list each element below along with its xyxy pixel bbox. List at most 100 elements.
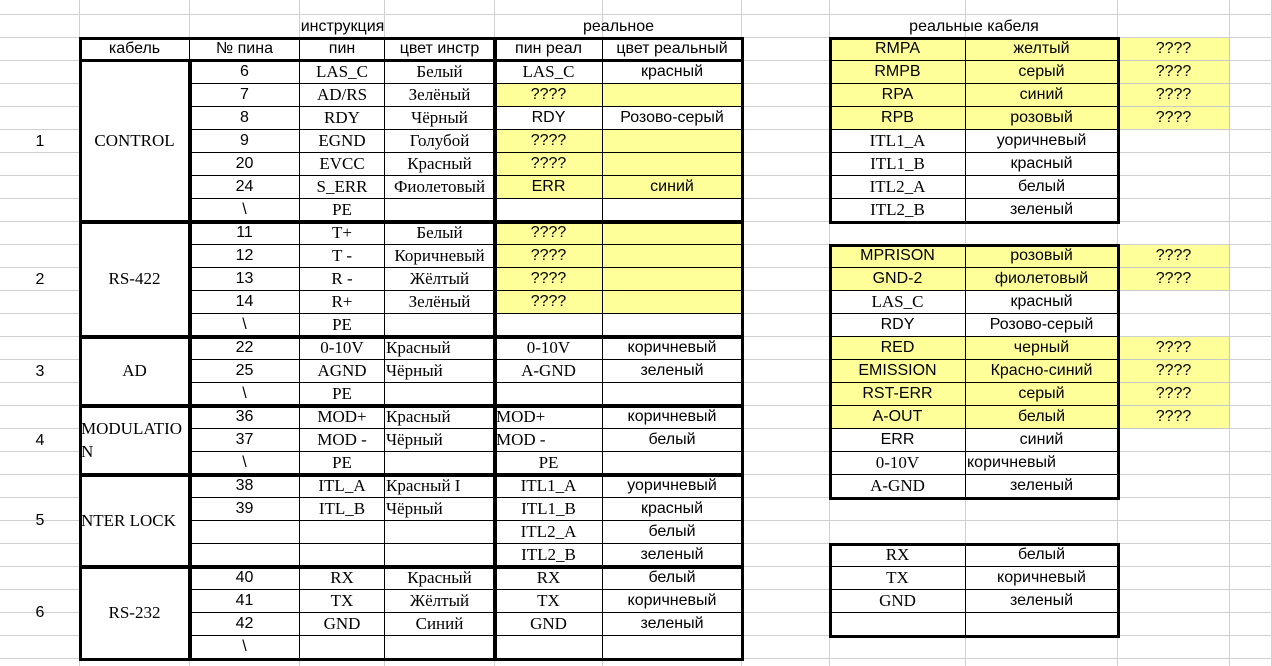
grid-cell[interactable] <box>742 383 830 406</box>
grid-cell[interactable] <box>0 38 80 61</box>
pin-number-cell[interactable]: 38 <box>190 475 300 498</box>
grid-cell[interactable] <box>1230 567 1272 590</box>
grid-cell[interactable] <box>742 337 830 360</box>
grid-cell[interactable] <box>742 15 830 38</box>
color-real-cell[interactable]: белый <box>603 521 742 544</box>
grid-cell[interactable] <box>1118 521 1230 544</box>
grid-cell[interactable] <box>742 314 830 337</box>
grid-cell[interactable] <box>830 498 966 521</box>
cable-pin-cell[interactable]: RX <box>830 544 966 567</box>
color-real-cell[interactable]: коричневый <box>603 590 742 613</box>
pin-number-cell[interactable]: 7 <box>190 84 300 107</box>
pin-real-cell[interactable]: A-GND <box>495 360 603 383</box>
grid-cell[interactable] <box>1118 199 1230 222</box>
pin-cell[interactable]: RX <box>300 567 385 590</box>
grid-cell[interactable] <box>1230 176 1272 199</box>
grid-cell[interactable] <box>830 222 966 245</box>
pin-real-cell[interactable]: RX <box>495 567 603 590</box>
grid-cell[interactable] <box>1118 475 1230 498</box>
grid-cell[interactable] <box>742 429 830 452</box>
grid-cell[interactable] <box>1230 130 1272 153</box>
grid-cell[interactable] <box>742 406 830 429</box>
cable-pin-cell[interactable]: RPA <box>830 84 966 107</box>
grid-cell[interactable] <box>1230 314 1272 337</box>
grid-cell[interactable] <box>1230 291 1272 314</box>
cable-pin-cell[interactable]: A-OUT <box>830 406 966 429</box>
grid-cell[interactable] <box>190 659 300 666</box>
color-instr-cell[interactable]: Зелёный <box>385 291 495 314</box>
cable-pin-cell[interactable]: GND-2 <box>830 268 966 291</box>
grid-cell[interactable] <box>1118 452 1230 475</box>
cable-unknown-cell[interactable]: ???? <box>1118 84 1230 107</box>
color-instr-cell[interactable]: Коричневый <box>385 245 495 268</box>
cable-pin-cell[interactable]: ITL1_B <box>830 153 966 176</box>
color-real-cell[interactable]: синий <box>603 176 742 199</box>
cable-name[interactable]: MODULATION <box>80 406 190 475</box>
pin-number-cell[interactable]: 39 <box>190 498 300 521</box>
pin-real-cell[interactable]: LAS_C <box>495 61 603 84</box>
grid-cell[interactable] <box>1118 222 1230 245</box>
grid-cell[interactable] <box>300 659 385 666</box>
grid-cell[interactable] <box>1118 15 1230 38</box>
pin-number-cell[interactable]: 20 <box>190 153 300 176</box>
cable-pin-cell[interactable]: ITL1_A <box>830 130 966 153</box>
grid-cell[interactable] <box>966 659 1118 666</box>
cable-pin-cell[interactable]: RPB <box>830 107 966 130</box>
pin-cell[interactable]: 0-10V <box>300 337 385 360</box>
grid-cell[interactable] <box>966 498 1118 521</box>
cable-color-cell[interactable]: зеленый <box>966 590 1118 613</box>
grid-cell[interactable] <box>385 659 495 666</box>
color-instr-cell[interactable]: Чёрный <box>385 360 495 383</box>
color-instr-cell[interactable]: Белый <box>385 222 495 245</box>
cable-pin-cell[interactable]: RDY <box>830 314 966 337</box>
grid-cell[interactable] <box>1230 360 1272 383</box>
grid-cell[interactable] <box>1230 107 1272 130</box>
grid-cell[interactable] <box>495 0 603 15</box>
color-instr-cell[interactable]: Жёлтый <box>385 590 495 613</box>
color-instr-cell[interactable]: Красный <box>385 567 495 590</box>
cable-unknown-cell[interactable]: ???? <box>1118 360 1230 383</box>
pin-number-cell[interactable]: 22 <box>190 337 300 360</box>
color-real-cell[interactable]: уоричневый <box>603 475 742 498</box>
grid-cell[interactable] <box>1230 337 1272 360</box>
grid-cell[interactable] <box>1118 544 1230 567</box>
grid-cell[interactable] <box>1118 314 1230 337</box>
grid-cell[interactable] <box>742 544 830 567</box>
pin-number-cell[interactable]: 9 <box>190 130 300 153</box>
color-real-cell[interactable]: красный <box>603 498 742 521</box>
grid-cell[interactable] <box>1118 498 1230 521</box>
cable-color-cell[interactable]: белый <box>966 544 1118 567</box>
grid-cell[interactable] <box>1230 429 1272 452</box>
grid-cell[interactable] <box>742 291 830 314</box>
grid-cell[interactable] <box>1230 590 1272 613</box>
grid-cell[interactable] <box>742 567 830 590</box>
cable-unknown-cell[interactable]: ???? <box>1118 406 1230 429</box>
grid-cell[interactable] <box>1230 84 1272 107</box>
color-instr-cell[interactable]: Чёрный <box>385 107 495 130</box>
color-real-cell[interactable]: зеленый <box>603 360 742 383</box>
pin-real-cell[interactable]: MOD - <box>495 429 603 452</box>
grid-cell[interactable] <box>0 15 80 38</box>
color-real-cell[interactable]: коричневый <box>603 337 742 360</box>
cable-pin-cell[interactable]: LAS_C <box>830 291 966 314</box>
grid-cell[interactable] <box>742 521 830 544</box>
cable-unknown-cell[interactable]: ???? <box>1118 245 1230 268</box>
pin-number-cell[interactable]: 13 <box>190 268 300 291</box>
pin-real-cell[interactable]: ???? <box>495 291 603 314</box>
pin-cell[interactable]: R - <box>300 268 385 291</box>
pin-real-cell[interactable]: ???? <box>495 268 603 291</box>
grid-cell[interactable] <box>80 659 190 666</box>
pin-number-cell[interactable]: 6 <box>190 61 300 84</box>
grid-cell[interactable] <box>742 498 830 521</box>
grid-cell[interactable] <box>1230 15 1272 38</box>
grid-cell[interactable] <box>742 636 830 659</box>
grid-cell[interactable] <box>830 521 966 544</box>
grid-cell[interactable] <box>1230 613 1272 636</box>
grid-cell[interactable] <box>385 0 495 15</box>
color-instr-cell[interactable]: Красный <box>385 406 495 429</box>
color-instr-cell[interactable]: Чёрный <box>385 429 495 452</box>
grid-cell[interactable] <box>1230 406 1272 429</box>
grid-cell[interactable] <box>1118 0 1230 15</box>
grid-cell[interactable] <box>742 0 830 15</box>
